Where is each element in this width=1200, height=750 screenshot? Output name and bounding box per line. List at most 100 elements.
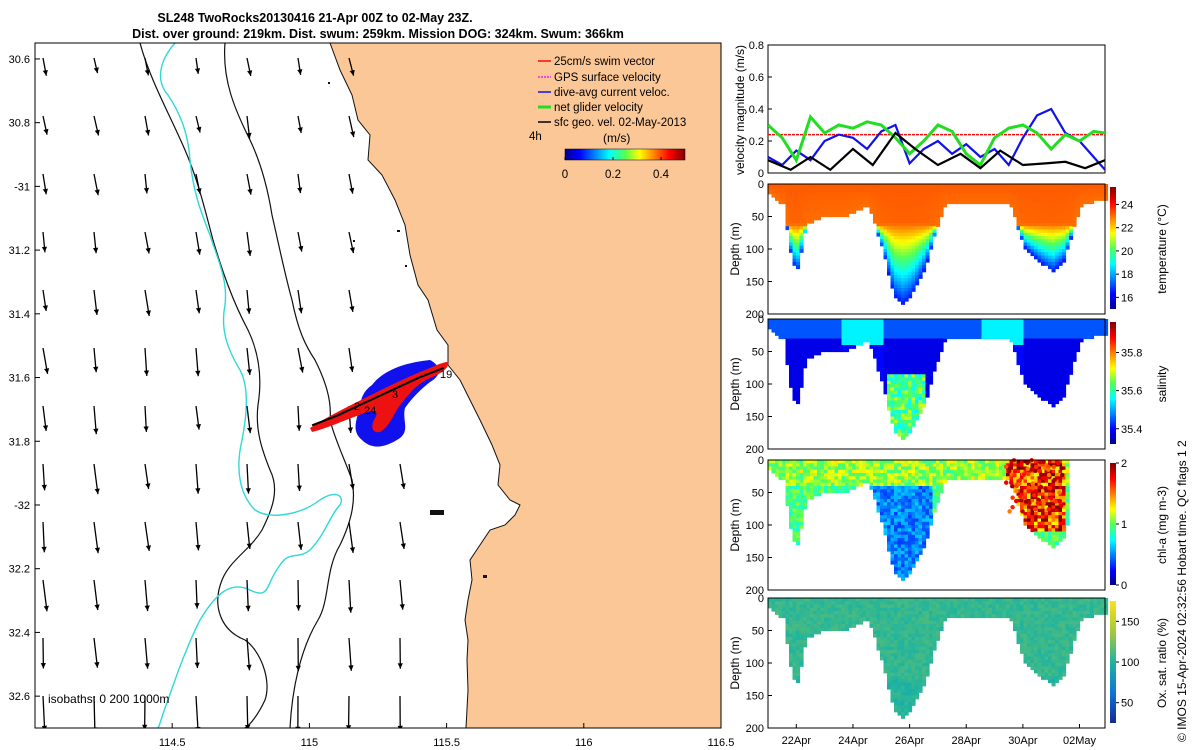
oxygen-cell [789,646,794,651]
temperature-cell [1051,245,1056,250]
temperature-cell [908,262,913,266]
salinity-cell [915,332,920,336]
salinity-cell [992,335,997,340]
oxygen-cell [880,650,885,654]
chlorophyll-cell [1055,515,1060,520]
temperature-cell [796,245,801,250]
salinity-cell [834,319,839,323]
salinity-cell [803,358,808,362]
oxygen-cell [799,633,804,638]
salinity-cell [908,419,913,424]
temperature-cell [911,219,916,224]
salinity-cell [1023,367,1028,372]
salinity-cell [946,319,951,323]
salinity-cell [915,397,920,401]
oxygen-cell [866,614,871,619]
temperature-cell [1058,184,1063,188]
chlorophyll-cell [904,512,909,516]
chlorophyll-cell [967,466,972,471]
salinity-cell [1034,348,1039,353]
chlorophyll-cell [883,476,888,481]
oxygen-cell [782,611,787,615]
salinity-cell [915,406,920,411]
salinity-cell [1051,325,1056,330]
salinity-cell [925,354,930,359]
salinity-cell [841,338,846,343]
temperature-cell [796,190,801,195]
temperature-cell [1079,187,1084,192]
temperature-cell [799,203,804,208]
salinity-cell [824,322,829,327]
chlorophyll-cell [1044,502,1049,507]
temperature-cell [890,216,895,221]
salinity-cell [1027,361,1032,366]
current-arrow-head [349,247,355,254]
chlorophyll-cell [810,486,815,490]
chlorophyll-cell [806,473,811,477]
current-arrow-head [246,132,252,139]
temperature-cell [922,190,927,195]
salinity-cell [869,332,874,336]
colorbar-tick-label: 0.4 [653,169,670,181]
chlorophyll-cell [897,567,902,572]
chlorophyll-cell [922,482,927,487]
temperature-cell [838,200,843,205]
oxygen-cell [799,659,804,664]
current-arrow-head [42,188,48,195]
chlorophyll-cell [873,476,878,481]
temperature-cell [915,203,920,208]
salinity-cell [925,390,930,395]
chlorophyll-sample-dot [1007,509,1012,514]
salinity-cell [908,328,913,333]
temperature-cell [901,301,906,305]
salinity-cell [1065,374,1070,379]
chlorophyll-cell [911,534,916,539]
oxygen-cell [883,607,888,612]
temperature-cell [1055,200,1060,205]
chlorophyll-cell [894,476,899,481]
chlorophyll-cell [1065,479,1070,484]
temperature-cell [904,294,909,299]
current-arrow-head [195,370,201,377]
temperature-cell [789,226,794,231]
temperature-cell [841,193,846,198]
chlorophyll-cell [922,505,927,510]
chlorophyll-cell [897,482,902,487]
temperature-cell [834,184,839,188]
salinity-cell [922,400,927,405]
temperature-cell [901,249,906,253]
temperature-cell [785,206,790,211]
chlorophyll-cell [817,479,822,484]
temperature-cell [1006,190,1011,195]
temperature-cell [799,245,804,250]
temperature-cell [1058,193,1063,198]
temperature-cell [831,213,836,218]
temperature-cell [922,206,927,211]
chlorophyll-cell [929,469,934,474]
chlorophyll-cell [1030,489,1035,494]
chlorophyll-cell [876,479,881,484]
temperature-cell [792,262,797,266]
temperature-cell [1044,236,1049,240]
temperature-cell [915,229,920,234]
salinity-cell [1037,377,1042,382]
chlorophyll-cell [869,479,874,484]
oxygen-cell [789,630,794,635]
oxygen-cell [890,685,895,690]
oxygen-cell [880,646,885,651]
chlorophyll-cell [904,508,909,513]
chlorophyll-cell [922,538,927,542]
oxygen-cell [890,624,895,628]
chlorophyll-cell [887,492,892,497]
salinity-cell [901,397,906,401]
salinity-cell [792,380,797,385]
oxygen-cell [866,604,871,609]
chlorophyll-cell [1062,518,1067,523]
salinity-cell [904,348,909,353]
temperature-cell [932,197,937,201]
salinity-cell [838,319,843,323]
temperature-cell [922,200,927,205]
oxygen-cell [862,614,867,619]
temperature-cell [775,193,780,198]
chlorophyll-cell [845,489,850,494]
